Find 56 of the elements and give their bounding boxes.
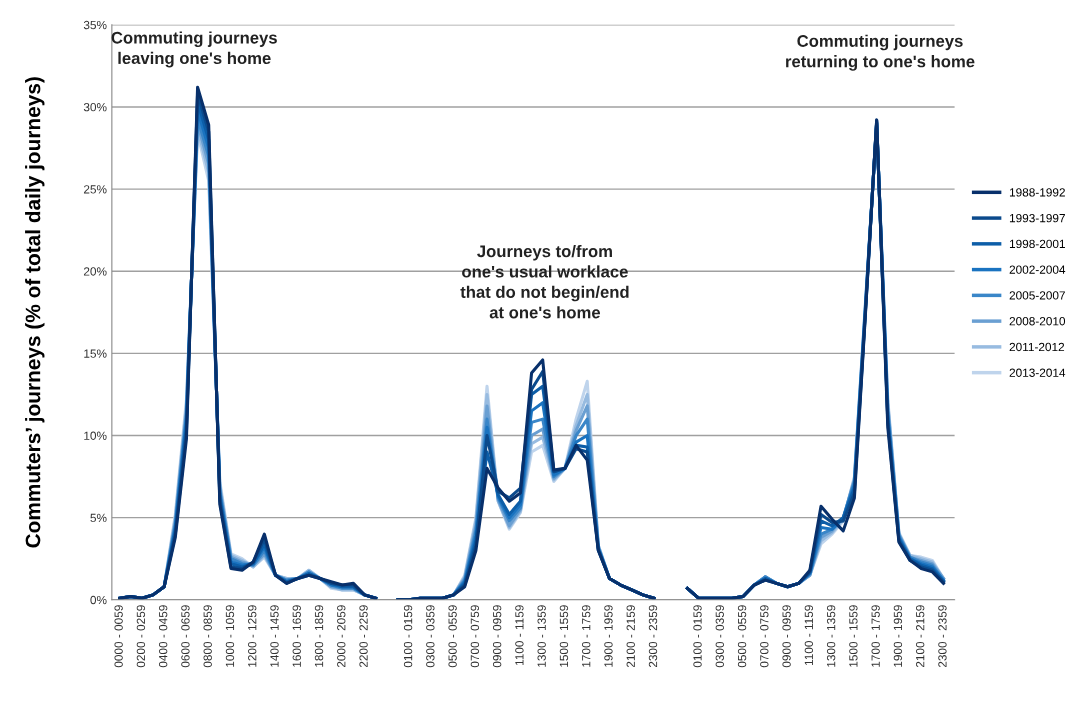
annotation: Journeys to/from one's usual worklace that do not begin/end at one's home: [460, 244, 629, 319]
y-tick-label: 35%: [83, 20, 107, 30]
annotation: Commuting journeys returning to one's home: [786, 34, 975, 71]
y-tick-label: 10%: [84, 431, 107, 440]
x-tick-label: 0700 - 0759: [760, 605, 769, 668]
x-tick-label: 0500 - 0559: [448, 605, 457, 668]
annotation: Commuting journeys leaving one's home: [111, 31, 277, 68]
x-tick-label: 1700 - 1759: [582, 605, 591, 667]
x-tick-label: 0800 - 0859: [203, 605, 212, 668]
x-tick-label: 0300 - 0359: [715, 605, 724, 668]
x-tick-label: 2000 - 2059: [337, 605, 346, 668]
x-tick-label: 1500 - 1559: [559, 605, 569, 667]
x-tick-label: 1100 - 1159: [804, 605, 814, 666]
x-tick-label: 2300 - 2359: [938, 605, 947, 668]
x-tick-label: 1500 - 1559: [849, 605, 858, 667]
y-tick-label: 15%: [84, 349, 107, 358]
legend-label: 2002-2004: [1009, 265, 1066, 274]
legend-label: 2013-2014: [1009, 368, 1066, 377]
x-tick-label: 2200 - 2259: [359, 605, 368, 668]
legend-label: 2005-2007: [1009, 291, 1065, 300]
legend-label: 2011-2012: [1009, 342, 1065, 352]
x-tick-label: 0300 - 0359: [426, 605, 435, 668]
x-tick-label: 0000 - 0059: [114, 605, 123, 668]
y-tick-label: 20%: [83, 267, 107, 276]
x-tick-label: 0100 - 0159: [693, 605, 702, 668]
y-axis-title: Commuters’ journeys (% of total daily journeys): [25, 77, 45, 548]
x-tick-label: 1200 - 1259: [248, 605, 257, 667]
x-tick-label: 1800 - 1859: [314, 605, 324, 667]
x-tick-label: 1900 - 1959: [893, 605, 903, 667]
x-tick-label: 1300 - 1359: [826, 605, 836, 667]
y-tick-label: 0%: [90, 595, 107, 605]
x-tick-label: 1100 - 1159: [515, 605, 524, 666]
x-tick-label: 2100 - 2159: [626, 605, 635, 668]
x-tick-label: 0200 - 0259: [136, 605, 146, 668]
x-tick-label: 2100 - 2159: [916, 605, 925, 668]
x-tick-label: 0900 - 0959: [782, 605, 791, 668]
legend-label: 1998-2001: [1009, 239, 1065, 249]
x-tick-label: 0900 - 0959: [492, 605, 502, 668]
y-tick-label: 5%: [90, 513, 107, 523]
x-tick-label: 0100 - 0159: [403, 605, 413, 668]
x-tick-label: 1000 - 1059: [225, 605, 235, 667]
x-tick-label: 0500 - 0559: [737, 605, 747, 668]
x-tick-label: 1600 - 1659: [292, 605, 301, 667]
x-tick-label: 1700 - 1759: [871, 605, 880, 667]
x-tick-label: 1300 - 1359: [537, 605, 546, 667]
y-tick-label: 25%: [83, 185, 107, 194]
x-tick-label: 0600 - 0659: [181, 605, 190, 668]
legend-label: 2008-2010: [1009, 317, 1066, 326]
legend-label: 1993-1997: [1009, 213, 1065, 223]
x-tick-label: 1400 - 1459: [270, 605, 279, 667]
x-tick-label: 0400 - 0459: [158, 605, 168, 668]
x-tick-label: 0700 - 0759: [470, 605, 480, 668]
legend-label: 1988-1992: [1009, 188, 1065, 197]
x-tick-label: 2300 - 2359: [648, 605, 658, 668]
x-tick-label: 1900 - 1959: [604, 605, 613, 667]
y-tick-label: 30%: [83, 102, 107, 112]
